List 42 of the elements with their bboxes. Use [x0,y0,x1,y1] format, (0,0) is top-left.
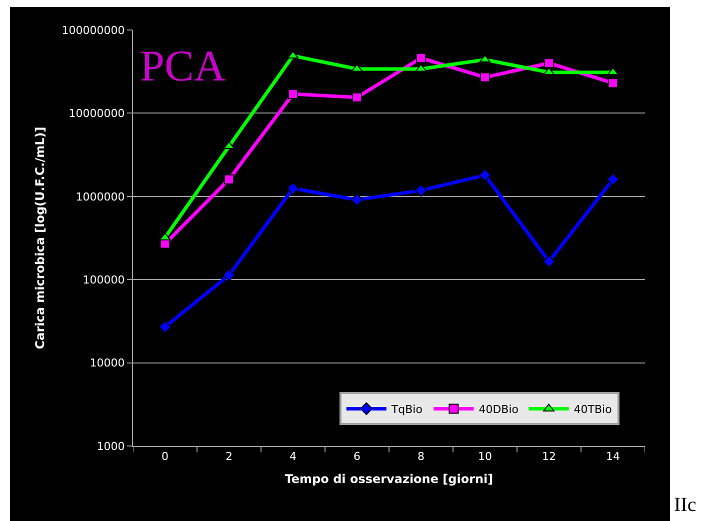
point [415,64,427,72]
y-tick-label: 100000 [82,273,125,286]
point [286,182,300,195]
point [222,268,236,282]
point [544,58,554,68]
point [158,320,172,334]
y-tick-label: 100000000 [62,24,125,37]
point [542,255,556,268]
x-tick-label: 4 [290,450,296,464]
legend-label: 40TBio [574,402,612,416]
y-tick-label: 10000000 [68,107,125,120]
x-tick-label: 0 [162,450,168,464]
point [606,173,620,186]
point [478,168,492,182]
point [351,64,363,72]
point [287,50,299,59]
point [414,184,428,197]
x-axis-title: Tempo di osservazione [giorni] [284,472,494,486]
point [350,193,364,206]
point [543,67,555,76]
x-tick-label: 12 [542,450,556,464]
point [288,89,298,100]
point [352,92,362,102]
point [480,72,490,82]
legend-label: 40DBio [478,402,519,416]
point [224,174,234,184]
x-tick-label: 2 [226,450,232,464]
y-axis-title: Carica microbica [log(U.F.C./mL)] [33,126,48,350]
point [416,53,426,64]
text: IIc [674,494,696,516]
y-tick-label: 1000000 [76,190,125,204]
point [223,141,235,150]
chart-title: PCA [140,41,226,90]
legend-label: TqBio [390,402,423,416]
x-tick-label: 10 [478,450,492,464]
y-tick-label: 10000 [90,356,125,370]
point [607,67,619,76]
x-tick-label: 14 [606,450,620,464]
x-tick-label: 6 [354,450,360,464]
y-tick-label: 1000 [96,440,125,453]
x-tick-label: 8 [418,450,424,464]
point [608,78,618,88]
